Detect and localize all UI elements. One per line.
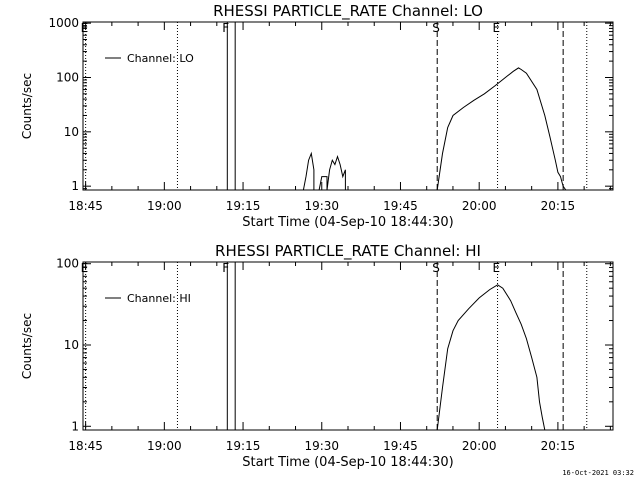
x-tick-label: 19:30	[304, 439, 339, 453]
chart-title: RHESSI PARTICLE_RATE Channel: HI	[215, 242, 481, 261]
chart-panel-2: RHESSI PARTICLE_RATE Channel: HI Counts/s…	[20, 242, 614, 470]
x-tick-label: 20:15	[541, 439, 576, 453]
marker-label: E	[493, 21, 501, 35]
x-tick-label: 18:45	[68, 439, 103, 453]
marker-label: S	[432, 21, 440, 35]
y-axis-label: Counts/sec	[20, 313, 34, 379]
plot-frame	[82, 261, 614, 431]
x-tick-label: 20:00	[462, 439, 497, 453]
x-tick-label: 19:15	[226, 439, 261, 453]
x-axis-label: Start Time (04-Sep-10 18:44:30)	[242, 455, 453, 470]
x-axis-label: Start Time (04-Sep-10 18:44:30)	[242, 215, 453, 230]
marker-label: F	[222, 21, 229, 35]
y-tick-label: 10	[64, 338, 79, 352]
series-line	[436, 67, 567, 191]
x-tick-label: 19:45	[383, 439, 418, 453]
x-tick-label: 19:45	[383, 199, 418, 213]
x-tick-label: 19:15	[226, 199, 261, 213]
marker-label: E	[81, 261, 89, 275]
series-line	[302, 151, 315, 191]
timestamp: 16-Oct-2021 03:32	[562, 469, 634, 477]
y-tick-label: 10	[64, 125, 79, 139]
y-tick-label: 100	[56, 257, 79, 271]
plot-frame	[82, 21, 614, 191]
x-tick-label: 18:45	[68, 199, 103, 213]
marker-label: E	[493, 261, 501, 275]
series-line	[318, 155, 346, 191]
marker-label: S	[432, 261, 440, 275]
y-tick-label: 1000	[48, 16, 79, 30]
legend-label: Channel: LO	[127, 52, 194, 65]
y-tick-label: 100	[56, 70, 79, 84]
series-line	[436, 284, 546, 431]
marker-label: E	[81, 21, 89, 35]
marker-label: F	[222, 261, 229, 275]
y-axis-label: Counts/sec	[20, 73, 34, 139]
chart-title: RHESSI PARTICLE_RATE Channel: LO	[213, 2, 483, 21]
y-tick-label: 1	[71, 419, 79, 433]
legend-label: Channel: HI	[127, 292, 191, 305]
chart-panel-1: RHESSI PARTICLE_RATE Channel: LO Counts/s…	[20, 2, 614, 230]
y-tick-label: 1	[71, 179, 79, 193]
x-tick-label: 19:30	[304, 199, 339, 213]
x-tick-label: 19:00	[147, 199, 182, 213]
x-tick-label: 20:15	[541, 199, 576, 213]
x-tick-label: 20:00	[462, 199, 497, 213]
x-tick-label: 19:00	[147, 439, 182, 453]
